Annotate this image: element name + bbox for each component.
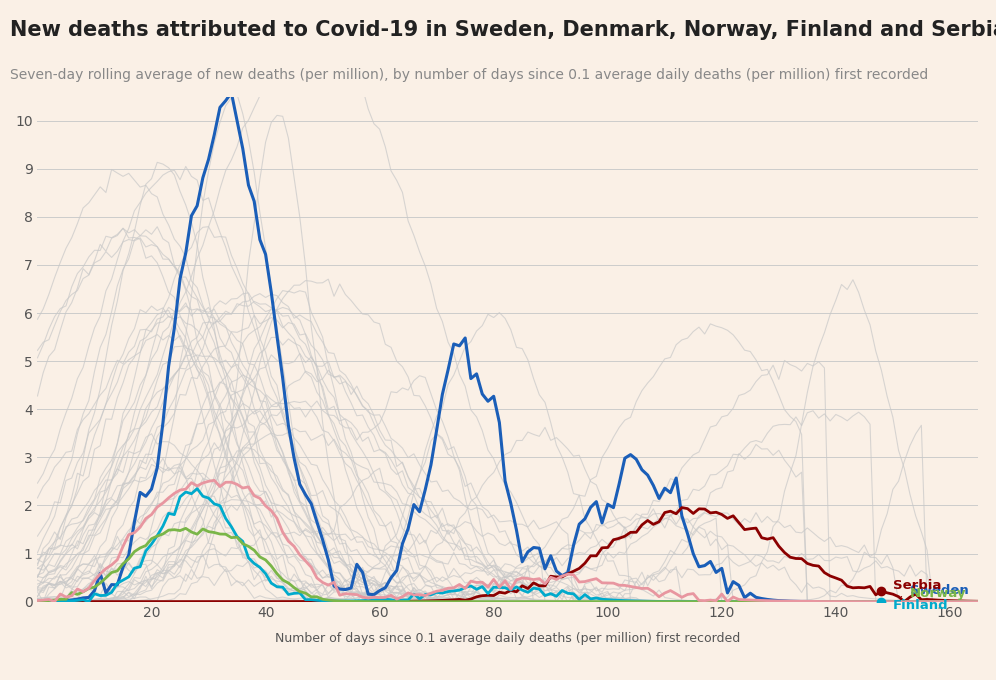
Sweden: [921, 598, 933, 606]
Text: Norway: Norway: [910, 587, 966, 600]
Text: New deaths attributed to Covid-19 in Sweden, Denmark, Norway, Finland and Serbia: New deaths attributed to Covid-19 in Swe…: [10, 20, 996, 40]
Norway: [664, 598, 676, 606]
Text: Finland: Finland: [892, 599, 948, 612]
Denmark: [60, 593, 72, 601]
Line: Sweden: Sweden: [38, 92, 978, 602]
Denmark: [49, 598, 61, 606]
Sweden: [972, 598, 984, 606]
Denmark: [641, 584, 653, 592]
Denmark: [32, 596, 44, 605]
Denmark: [927, 598, 939, 606]
Line: Denmark: Denmark: [38, 480, 978, 602]
X-axis label: Number of days since 0.1 average daily deaths (per million) first recorded: Number of days since 0.1 average daily d…: [275, 632, 741, 645]
Text: Sweden: Sweden: [910, 584, 969, 598]
Norway: [921, 598, 933, 606]
Serbia: [294, 598, 306, 606]
Serbia: [32, 598, 44, 606]
Serbia: [967, 597, 979, 605]
Text: Seven-day rolling average of new deaths (per million), by number of days since 0: Seven-day rolling average of new deaths …: [10, 68, 928, 82]
Line: Norway: Norway: [38, 528, 978, 602]
Denmark: [972, 598, 984, 606]
Denmark: [967, 598, 979, 606]
Denmark: [208, 476, 220, 484]
Text: Serbia: Serbia: [892, 579, 941, 592]
Norway: [32, 597, 44, 605]
Norway: [961, 598, 973, 606]
Serbia: [630, 528, 642, 537]
Norway: [300, 589, 312, 597]
Serbia: [972, 597, 984, 605]
Serbia: [55, 598, 67, 606]
Serbia: [676, 503, 688, 511]
Sweden: [300, 490, 312, 498]
Sweden: [225, 88, 237, 97]
Denmark: [305, 563, 317, 571]
Norway: [55, 595, 67, 603]
Finland: [636, 597, 648, 605]
Sweden: [961, 598, 973, 606]
Sweden: [636, 466, 648, 474]
Norway: [972, 598, 984, 606]
Finland: [664, 598, 676, 606]
Finland: [55, 597, 67, 605]
Serbia: [927, 596, 939, 604]
Line: Finland: Finland: [38, 489, 978, 602]
Finland: [961, 598, 973, 606]
Finland: [921, 598, 933, 606]
Finland: [32, 598, 44, 606]
Finland: [972, 598, 984, 606]
Denmark: [670, 590, 682, 598]
Sweden: [664, 489, 676, 497]
Norway: [636, 598, 648, 606]
Sweden: [32, 598, 44, 606]
Serbia: [898, 598, 910, 606]
Finland: [300, 596, 312, 604]
Serbia: [658, 509, 670, 517]
Line: Serbia: Serbia: [38, 507, 978, 602]
Norway: [179, 524, 191, 532]
Finland: [191, 485, 203, 493]
Sweden: [55, 597, 67, 605]
